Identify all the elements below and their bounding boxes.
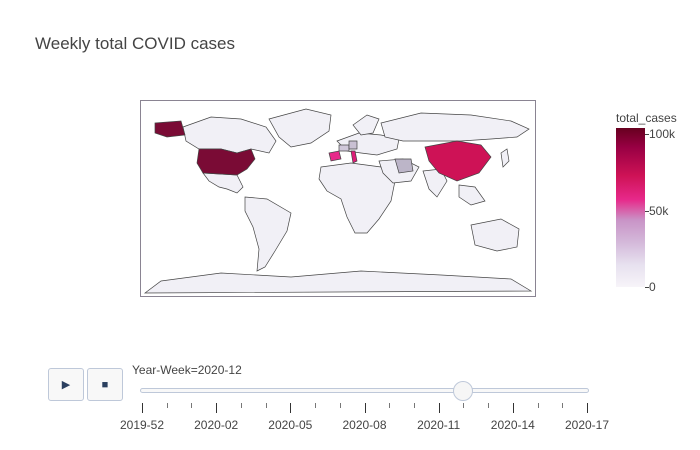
slider-tick-label: 2020-17 <box>564 418 610 432</box>
slider-minor-tick <box>389 403 391 408</box>
chart-title: Weekly total COVID cases <box>35 34 235 53</box>
germany <box>348 140 358 150</box>
slider-minor-tick <box>265 403 267 408</box>
usa <box>196 148 256 176</box>
slider-major-tick <box>364 403 366 413</box>
colorbar-tick-100k: 100k <box>649 127 676 141</box>
slider-minor-tick <box>488 403 490 408</box>
slider-major-tick <box>290 403 292 413</box>
colorbar <box>616 128 645 287</box>
world-map-svg <box>143 108 533 294</box>
spain <box>328 150 342 162</box>
colorbar-tick-50k: 50k <box>649 204 669 218</box>
france <box>338 144 350 152</box>
japan <box>500 148 510 168</box>
slider-major-tick <box>512 403 514 413</box>
slider-minor-tick <box>463 403 465 408</box>
colorbar-title: total_cases <box>616 111 677 125</box>
colorbar-tick-mark <box>645 211 649 212</box>
slider-major-tick <box>142 403 143 413</box>
slider-minor-tick <box>562 403 564 408</box>
slider-minor-tick <box>537 403 539 408</box>
slider-track[interactable] <box>140 388 589 393</box>
play-icon: ▶ <box>61 379 71 391</box>
canada <box>182 116 277 154</box>
antarctica <box>143 270 533 294</box>
slider-major-tick <box>438 403 440 413</box>
slider-tick-label: 2020-11 <box>417 418 461 432</box>
china <box>424 140 492 182</box>
mexico <box>202 172 244 194</box>
slider-tick-label: 2020-02 <box>194 418 239 432</box>
slider-tick-label: 2020-14 <box>490 418 535 432</box>
slider-current-value: Year-Week=2020-12 <box>132 363 242 377</box>
italy <box>350 150 358 164</box>
slider-minor-tick <box>339 403 341 408</box>
colorbar-tick-0: 0 <box>649 280 656 294</box>
slider-major-tick <box>216 403 218 413</box>
slider-tick-label: 2020-05 <box>268 418 313 432</box>
australia <box>470 218 520 252</box>
iran <box>394 158 414 174</box>
slider-minor-tick <box>166 403 168 408</box>
slider-handle[interactable] <box>453 381 473 401</box>
slider-minor-tick <box>315 403 317 408</box>
slider-tick-label: 2019-52 <box>119 418 165 432</box>
scandinavia <box>352 114 380 136</box>
slider-minor-tick <box>240 403 242 408</box>
slider-minor-tick <box>191 403 193 408</box>
russia <box>380 112 530 142</box>
slider-minor-tick <box>413 403 415 408</box>
greenland <box>268 108 332 148</box>
colorbar-tick-mark <box>645 287 649 288</box>
slider-ticks: 2019-52 2020-02 2020-05 2020-08 2020-11 2020-… <box>0 403 700 433</box>
stop-icon: ■ <box>101 378 109 391</box>
colorbar-tick-mark <box>645 134 649 135</box>
stop-button[interactable]: ■ <box>87 368 123 401</box>
alaska <box>154 120 186 138</box>
slider-major-tick <box>587 403 588 413</box>
southeast-asia <box>458 184 486 206</box>
play-button[interactable]: ▶ <box>48 368 84 401</box>
world-map[interactable] <box>140 100 536 297</box>
slider-tick-label: 2020-08 <box>342 418 387 432</box>
south-america <box>244 196 292 272</box>
